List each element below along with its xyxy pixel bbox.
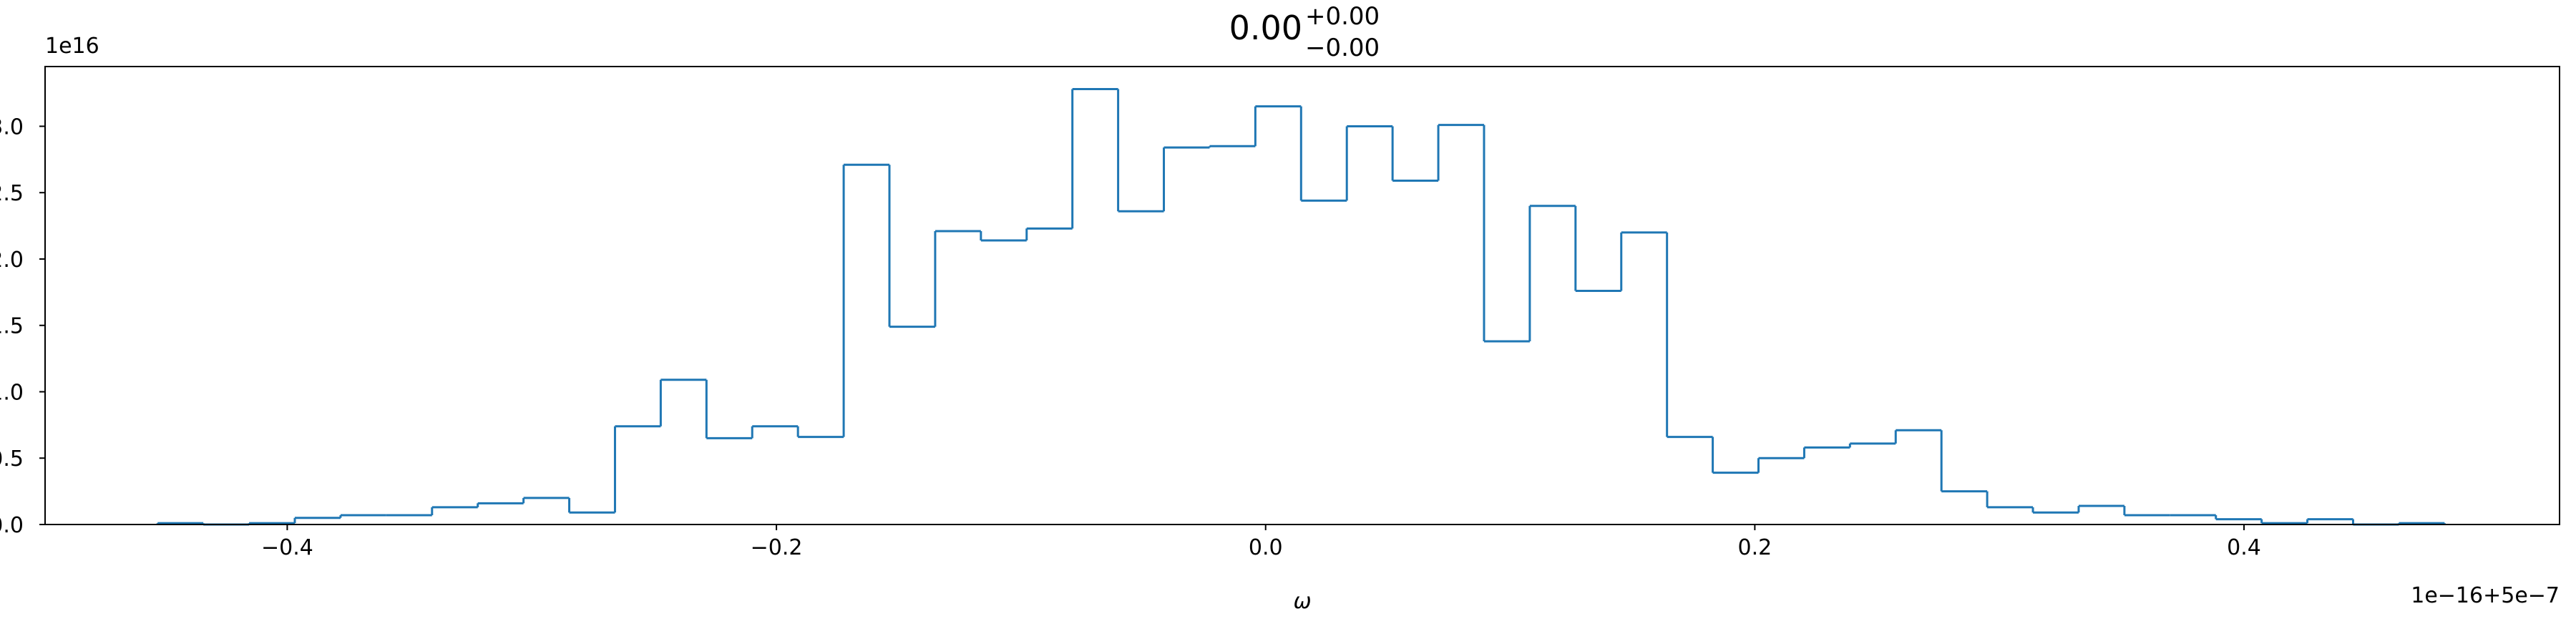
chart-title: 0.00 (1229, 9, 1302, 47)
x-tick-label: 0.2 (1738, 535, 1772, 560)
y-tick-label: 2.0 (0, 248, 24, 273)
y-tick-label: 1.5 (0, 314, 24, 339)
x-offset-text: 1e−16+5e−7 (2411, 583, 2560, 608)
title-upper: +0.00 (1305, 2, 1380, 31)
y-tick-label: 0.0 (0, 513, 24, 538)
x-tick-label: 0.4 (2227, 535, 2261, 560)
x-axis-label: ω (1293, 589, 1311, 614)
title-group: 0.00 +0.00 −0.00 (1229, 2, 1380, 62)
title-lower: −0.00 (1305, 34, 1380, 62)
x-tick-label: −0.2 (751, 535, 803, 560)
y-tick-label: 2.5 (0, 181, 24, 206)
y-tick-label: 1.0 (0, 380, 24, 405)
y-offset-text: 1e16 (45, 34, 99, 59)
x-tick-label: 0.0 (1249, 535, 1283, 560)
plot-frame (44, 66, 2560, 525)
y-tick-label: 0.5 (0, 447, 24, 472)
x-tick-label: −0.4 (261, 535, 313, 560)
y-tick-label: 3.0 (0, 114, 24, 140)
